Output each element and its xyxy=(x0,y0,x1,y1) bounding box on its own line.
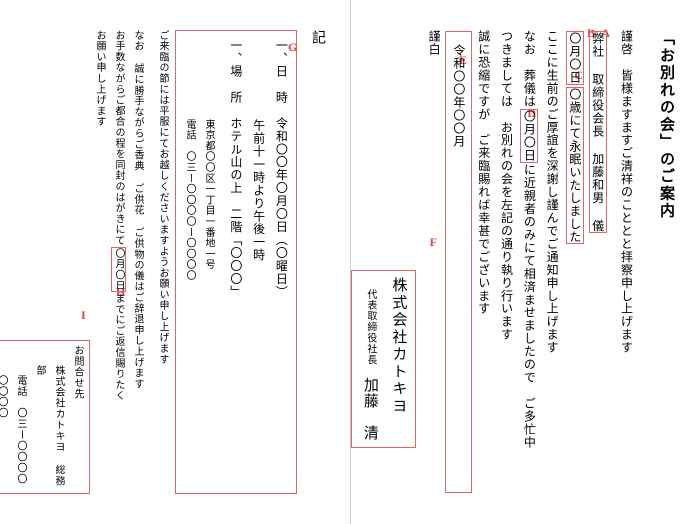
contact-box: お問合せ先 株式会社カトキヨ 総務部 電話 〇三ー〇〇〇〇〇〇〇〇 xyxy=(0,340,90,494)
note4: お願い申し上げます xyxy=(90,30,109,494)
ki-heading: 記 xyxy=(303,30,330,494)
sender-company: 株式会社カトキヨ xyxy=(384,277,413,441)
sender-block: 株式会社カトキヨ 代表取締役社長 加藤 清 xyxy=(351,270,416,448)
note3c: までにご返信賜りたく xyxy=(113,293,124,401)
company-hl: 弊社 取締役会長 加藤和男 儀 xyxy=(589,31,607,233)
line3: なお 葬儀は〇月〇日に近親者のみにて相済ませましたので ご多忙中 xyxy=(518,30,541,494)
note1: ご来臨の節には平服にてお越しくださいますようお願い申し上げます xyxy=(153,30,172,494)
age-hl: 〇歳にて永眠いたしました xyxy=(566,87,584,245)
note3: お手数ながらご都合の程を同封のはがきにて〇月〇日までにご返信賜りたく xyxy=(109,30,128,494)
event-date-label: 一、日 時 xyxy=(274,39,288,104)
opening-line: 謹啓 皆様ますますご清祥のこととと拝察申し上げます xyxy=(615,30,638,494)
right-page: 「お別れの会」のご案内 謹啓 皆様ますますご清祥のこととと拝察申し上げます 弊社… xyxy=(370,0,680,524)
event-time: 午前十一時より午後一時 xyxy=(247,39,270,485)
date1-hl: 〇月〇日 xyxy=(566,31,584,85)
sender-name: 加藤 清 xyxy=(362,377,378,441)
left-page: 記 一、日 時 令和〇〇年〇月〇日（〇曜日） 午前十一時より午後一時 一、場 所… xyxy=(20,0,330,524)
line5: 誠に恐縮ですが ご来臨賜れば幸甚でございます xyxy=(472,30,495,494)
era-closing: 令和〇〇年〇〇月 謹白 xyxy=(422,30,472,494)
note3b-hl: 〇月〇日 xyxy=(111,247,126,292)
note2: なお 誠に勝手ながらご香典 ご供花 ご供物の儀はご辞退申し上げます xyxy=(128,30,147,494)
closing: 謹白 xyxy=(422,30,445,494)
line3b-hl: 〇月〇日 xyxy=(520,109,538,163)
contact-label: お問合せ先 xyxy=(68,345,87,489)
event-tel: 電話 〇三ー〇〇〇〇ー〇〇〇〇 xyxy=(180,39,199,485)
event-date: 令和〇〇年〇月〇日（〇曜日） xyxy=(274,117,288,298)
line3c: に近親者のみにて相済ませましたので ご多忙中 xyxy=(522,164,536,449)
sender-title-name: 代表取締役社長 加藤 清 xyxy=(355,277,384,441)
date-line: 〇月〇日〇歳にて永眠いたしました xyxy=(563,30,586,494)
event-addr: 東京都〇〇区一丁目一番地一号 xyxy=(199,39,218,485)
sender-title: 代表取締役社長 xyxy=(365,289,376,366)
line4: つきましては お別れの会を左記の通り執り行います xyxy=(495,30,518,494)
line2: ここに生前のご厚誼を深謝し謹んでご通知申し上げます xyxy=(540,30,563,494)
contact-tel: 電話 〇三ー〇〇〇〇〇〇〇〇 xyxy=(0,345,30,489)
event-place-label: 一、場 所 xyxy=(229,39,243,104)
company-line: 弊社 取締役会長 加藤和男 儀 xyxy=(586,30,609,494)
event-place: ホテル山の上 二階「〇〇〇」 xyxy=(229,117,243,298)
ki-box: 一、日 時 令和〇〇年〇月〇日（〇曜日） 午前十一時より午後一時 一、場 所 ホ… xyxy=(175,30,297,494)
era-hl: 令和〇〇年〇〇月 xyxy=(445,31,472,493)
contact-company: 株式会社カトキヨ 総務部 xyxy=(30,345,68,489)
line3a: なお 葬儀は xyxy=(522,30,536,108)
event-date-col: 一、日 時 令和〇〇年〇月〇日（〇曜日） xyxy=(270,39,293,485)
event-place-col: 一、場 所 ホテル山の上 二階「〇〇〇」 xyxy=(224,39,247,485)
note3a: お手数ながらご都合の程を同封のはがきにて xyxy=(113,30,124,246)
doc-title: 「お別れの会」のご案内 xyxy=(652,30,681,494)
